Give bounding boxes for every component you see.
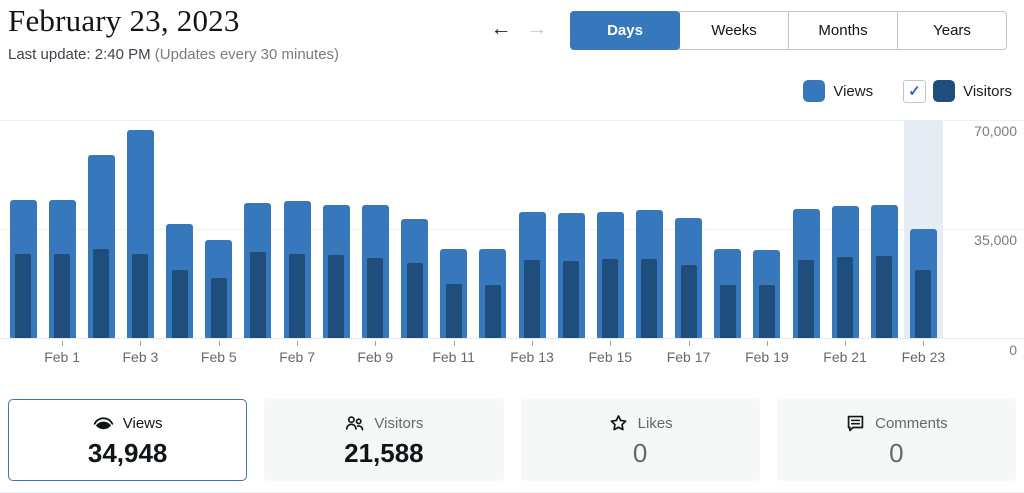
visitors-bar[interactable] [210, 278, 227, 338]
visitors-bar[interactable] [524, 260, 540, 338]
tab-months[interactable]: Months [788, 11, 898, 50]
x-axis-tick [532, 341, 533, 346]
comment-icon [847, 415, 864, 432]
star-icon [610, 415, 627, 431]
x-axis-tick-label: Feb 3 [122, 349, 159, 365]
visitors-bar[interactable] [367, 258, 384, 338]
visitors-bar[interactable] [837, 257, 854, 338]
chart-legend: Views ✓ Visitors [803, 78, 1012, 104]
likes-card-value: 0 [632, 438, 648, 468]
y-axis-tick-label: 70,000 [974, 123, 1017, 139]
x-axis-tick [218, 341, 220, 346]
visitors-bar[interactable] [641, 259, 658, 338]
gridline-70000 [0, 120, 1024, 121]
chart-plot-area [0, 120, 1024, 339]
visitors-bar[interactable] [876, 256, 893, 338]
visitors-bar[interactable] [132, 254, 149, 338]
visitors-bar[interactable] [915, 270, 932, 338]
tab-weeks[interactable]: Weeks [679, 11, 789, 50]
eye-icon [93, 417, 113, 430]
visitors-card-label: Visitors [374, 415, 424, 432]
comments-card-label: Comments [875, 415, 948, 432]
views-card-label: Views [122, 415, 163, 432]
comments-card[interactable]: Comments 0 [776, 399, 1016, 481]
visitors-bar[interactable] [445, 284, 462, 338]
visitors-bar[interactable] [602, 259, 619, 338]
x-axis-tick-label: Feb 1 [44, 349, 80, 365]
x-axis-tick-label: Feb 9 [357, 349, 394, 365]
x-axis-tick-label: Feb 15 [588, 349, 633, 365]
x-axis-tick [297, 341, 299, 346]
people-icon [346, 416, 364, 431]
y-axis-tick-label: 0 [1009, 342, 1017, 358]
summary-cards: Views 34,948 Visitors 21,588 Li [8, 399, 1016, 481]
likes-card[interactable]: Likes 0 [520, 399, 760, 481]
x-axis-tick [62, 341, 64, 346]
views-legend-swatch [803, 80, 826, 102]
visitors-bar[interactable] [484, 285, 501, 338]
visitors-bar[interactable] [54, 254, 71, 338]
visitors-bar[interactable] [328, 255, 345, 338]
last-update-text: Last update: 2:40 PM (Updates every 30 m… [8, 46, 339, 63]
likes-card-label: Likes [637, 415, 673, 432]
visitors-bar[interactable] [15, 254, 31, 338]
x-axis-tick [453, 341, 455, 346]
x-axis-tick [688, 341, 690, 346]
visitors-bar[interactable] [719, 285, 736, 338]
x-axis-tick-label: Feb 19 [745, 349, 789, 365]
views-card[interactable]: Views 34,948 [8, 399, 248, 481]
x-axis-tick [845, 341, 847, 346]
x-axis-tick-label: Feb 21 [823, 349, 867, 365]
visitors-legend-label: Visitors [963, 82, 1012, 100]
x-axis-tick [375, 341, 377, 346]
interval-tabs: Days Weeks Months Years [570, 11, 1007, 50]
visitors-bar[interactable] [249, 252, 266, 338]
comments-card-value: 0 [889, 438, 904, 468]
gridline-35000 [0, 229, 1024, 230]
x-axis-tick [923, 341, 925, 346]
page-title: February 23, 2023 [8, 3, 240, 38]
y-axis-tick-label: 35,000 [974, 232, 1017, 248]
visitors-bar[interactable] [171, 270, 188, 338]
visitors-bar[interactable] [680, 265, 697, 338]
visitors-bar[interactable] [93, 249, 110, 338]
checkmark-icon: ✓ [908, 82, 921, 100]
next-period-arrow-icon[interactable]: → [524, 16, 550, 42]
visitors-bar[interactable] [563, 261, 580, 338]
x-axis-tick-label: Feb 5 [200, 349, 237, 365]
visitors-legend-swatch [933, 80, 956, 102]
x-axis-tick [140, 341, 142, 346]
x-axis-tick-label: Feb 17 [666, 349, 711, 365]
x-axis-tick-label: Feb 23 [901, 349, 946, 365]
previous-period-arrow-icon[interactable]: ← [488, 16, 514, 42]
visitors-bar[interactable] [289, 254, 306, 338]
tab-years[interactable]: Years [897, 11, 1007, 50]
tab-days[interactable]: Days [570, 11, 680, 50]
visitors-bar[interactable] [758, 285, 775, 338]
x-axis-tick-label: Feb 13 [510, 349, 554, 365]
period-navigation: ← → [488, 16, 550, 42]
views-legend-label: Views [833, 82, 874, 100]
x-axis-tick [766, 341, 768, 346]
visitors-bar[interactable] [798, 260, 814, 338]
x-axis-tick-label: Feb 7 [279, 349, 315, 365]
last-update-time: Last update: 2:40 PM [8, 46, 151, 63]
views-card-value: 34,948 [87, 438, 168, 468]
visitors-bar[interactable] [406, 263, 423, 338]
visitors-card-value: 21,588 [344, 438, 424, 468]
x-axis-tick-label: Feb 11 [432, 349, 475, 365]
bar-chart: 70,000 35,000 0 Feb 1 Feb 3 Feb 5 Feb 7 Feb … [0, 120, 1024, 370]
x-axis-tick [610, 341, 612, 346]
visitors-checkbox[interactable]: ✓ [903, 79, 927, 103]
update-frequency-note: (Updates every 30 minutes) [154, 46, 340, 63]
visitors-card[interactable]: Visitors 21,588 [264, 399, 504, 481]
